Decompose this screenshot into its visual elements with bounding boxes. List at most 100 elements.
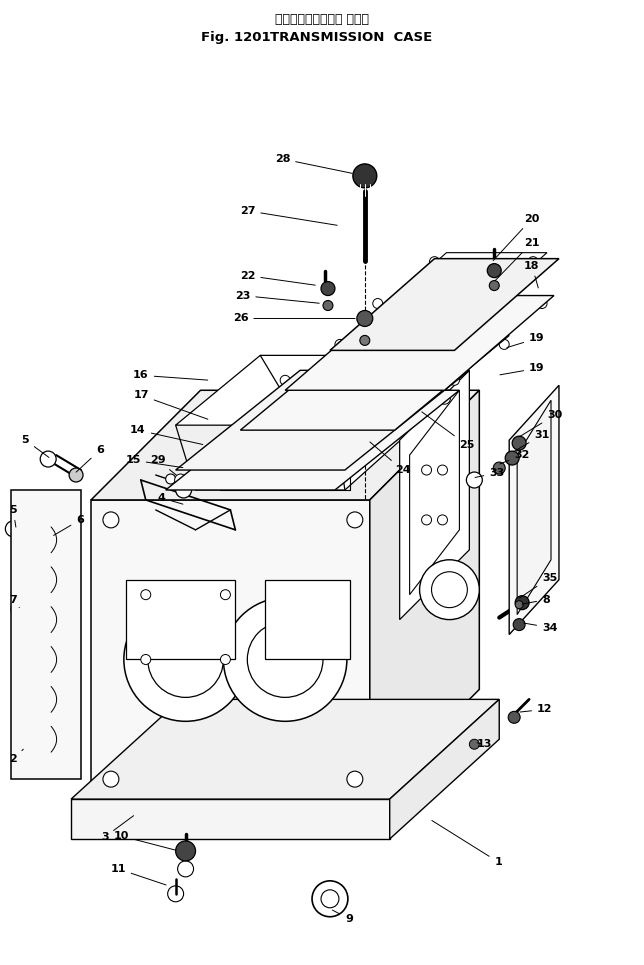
Circle shape bbox=[167, 886, 184, 901]
Circle shape bbox=[450, 335, 459, 345]
Circle shape bbox=[12, 590, 51, 629]
Text: 14: 14 bbox=[130, 426, 203, 445]
Circle shape bbox=[280, 375, 290, 385]
Polygon shape bbox=[285, 295, 554, 390]
Circle shape bbox=[360, 336, 370, 345]
Circle shape bbox=[466, 472, 482, 488]
Circle shape bbox=[437, 515, 448, 525]
Circle shape bbox=[39, 553, 53, 566]
Text: 4: 4 bbox=[158, 493, 183, 504]
Circle shape bbox=[430, 257, 439, 266]
Text: 25: 25 bbox=[422, 412, 475, 450]
Text: 26: 26 bbox=[232, 314, 355, 323]
Polygon shape bbox=[91, 500, 370, 799]
Circle shape bbox=[373, 298, 383, 309]
Circle shape bbox=[431, 571, 468, 608]
Text: 20: 20 bbox=[493, 214, 540, 261]
Polygon shape bbox=[12, 490, 81, 779]
Text: 7: 7 bbox=[10, 594, 19, 608]
Text: 10: 10 bbox=[113, 831, 176, 850]
Circle shape bbox=[269, 392, 281, 404]
Circle shape bbox=[512, 436, 526, 450]
Text: 29: 29 bbox=[150, 455, 176, 475]
Circle shape bbox=[103, 511, 119, 528]
Text: 17: 17 bbox=[133, 390, 208, 419]
Text: 21: 21 bbox=[495, 237, 540, 281]
Circle shape bbox=[422, 515, 431, 525]
Circle shape bbox=[335, 340, 345, 349]
Circle shape bbox=[39, 707, 53, 721]
Text: 8: 8 bbox=[522, 594, 550, 605]
Circle shape bbox=[499, 340, 509, 349]
Circle shape bbox=[323, 300, 333, 311]
Text: 27: 27 bbox=[240, 206, 337, 225]
Circle shape bbox=[420, 560, 479, 620]
Circle shape bbox=[422, 269, 477, 325]
Circle shape bbox=[176, 482, 191, 498]
Circle shape bbox=[69, 468, 83, 482]
Polygon shape bbox=[517, 400, 551, 615]
Text: 23: 23 bbox=[235, 290, 319, 303]
Text: 1: 1 bbox=[432, 820, 502, 867]
Circle shape bbox=[39, 498, 53, 511]
Text: 33: 33 bbox=[475, 468, 504, 478]
Circle shape bbox=[437, 465, 448, 475]
Circle shape bbox=[295, 378, 305, 388]
Circle shape bbox=[469, 739, 479, 749]
Circle shape bbox=[220, 590, 231, 599]
Text: 12: 12 bbox=[520, 704, 553, 714]
Circle shape bbox=[147, 621, 223, 698]
Circle shape bbox=[357, 311, 373, 326]
Circle shape bbox=[46, 532, 60, 546]
Circle shape bbox=[21, 599, 41, 620]
Circle shape bbox=[175, 474, 187, 486]
Text: TRANSMISSION  CASE: TRANSMISSION CASE bbox=[270, 31, 433, 44]
Polygon shape bbox=[400, 371, 469, 620]
Text: 6: 6 bbox=[53, 515, 84, 536]
Polygon shape bbox=[345, 253, 547, 343]
Circle shape bbox=[489, 281, 499, 290]
Circle shape bbox=[141, 590, 151, 599]
Polygon shape bbox=[240, 336, 509, 430]
Circle shape bbox=[166, 474, 176, 484]
Circle shape bbox=[424, 378, 435, 388]
Circle shape bbox=[439, 392, 450, 404]
Circle shape bbox=[247, 621, 323, 698]
Circle shape bbox=[275, 385, 345, 455]
Circle shape bbox=[124, 597, 247, 721]
Circle shape bbox=[251, 418, 260, 428]
Text: 9: 9 bbox=[332, 910, 353, 924]
Polygon shape bbox=[220, 380, 430, 450]
Circle shape bbox=[347, 511, 363, 528]
Circle shape bbox=[141, 654, 151, 665]
Text: Fig. 1201: Fig. 1201 bbox=[200, 31, 270, 44]
Circle shape bbox=[178, 861, 194, 877]
Circle shape bbox=[537, 298, 547, 309]
Polygon shape bbox=[71, 799, 390, 839]
Circle shape bbox=[347, 771, 363, 787]
Circle shape bbox=[515, 600, 523, 609]
Circle shape bbox=[39, 758, 53, 771]
Text: 24: 24 bbox=[370, 442, 410, 475]
Polygon shape bbox=[196, 405, 439, 490]
Polygon shape bbox=[330, 259, 559, 350]
Circle shape bbox=[353, 164, 377, 188]
Bar bbox=[126, 580, 235, 659]
Circle shape bbox=[39, 657, 53, 672]
Circle shape bbox=[103, 771, 119, 787]
Circle shape bbox=[450, 375, 459, 385]
Circle shape bbox=[312, 881, 348, 917]
Circle shape bbox=[422, 465, 431, 475]
Text: 22: 22 bbox=[240, 270, 316, 286]
Circle shape bbox=[191, 457, 200, 467]
Polygon shape bbox=[176, 355, 420, 426]
Circle shape bbox=[223, 597, 347, 721]
Polygon shape bbox=[370, 390, 479, 799]
Circle shape bbox=[515, 595, 529, 610]
Circle shape bbox=[488, 263, 501, 278]
Polygon shape bbox=[91, 390, 479, 500]
Text: 18: 18 bbox=[524, 261, 540, 288]
Text: 19: 19 bbox=[507, 334, 545, 347]
Text: 31: 31 bbox=[513, 430, 549, 452]
Circle shape bbox=[351, 335, 361, 345]
